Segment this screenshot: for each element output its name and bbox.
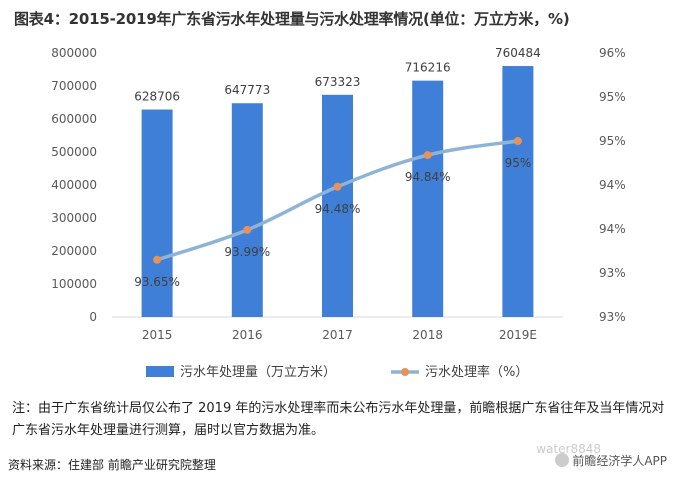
y-right-tick-label: 93% bbox=[599, 266, 626, 280]
bar-value-label: 628706 bbox=[134, 90, 180, 104]
legend-label-bar: 污水年处理量（万立方米） bbox=[180, 364, 336, 380]
y-left-tick-label: 200000 bbox=[51, 244, 97, 258]
y-right-tick-label: 93% bbox=[599, 310, 626, 324]
y-left-tick-label: 700000 bbox=[51, 79, 97, 93]
legend-swatch-bar bbox=[146, 366, 174, 377]
rate-point bbox=[153, 255, 162, 264]
y-left-tick-label: 800000 bbox=[51, 46, 97, 60]
y-right-tick-label: 95% bbox=[599, 90, 626, 104]
brand-label: 前瞻经济学人APP bbox=[572, 454, 667, 468]
y-right-tick-label: 96% bbox=[599, 46, 626, 60]
x-tick-label: 2018 bbox=[412, 328, 443, 342]
bar bbox=[412, 80, 444, 318]
y-right-tick-label: 94% bbox=[599, 222, 626, 236]
rate-value-label: 94.48% bbox=[315, 202, 361, 216]
combo-chart: 0 100000 200000 300000 400000 500000 600000 700… bbox=[51, 46, 626, 380]
y-left-tick-label: 100000 bbox=[51, 277, 97, 291]
bar bbox=[141, 109, 173, 317]
brand-watermark: 前瞻经济学人APP bbox=[555, 452, 667, 469]
bar-value-label: 716216 bbox=[405, 61, 451, 75]
bar-value-label: 673323 bbox=[315, 75, 361, 89]
rate-value-label: 95% bbox=[505, 156, 532, 170]
x-tick-label: 2017 bbox=[322, 328, 353, 342]
legend-label-line: 污水处理率（%） bbox=[425, 364, 528, 380]
y-left-tick-label: 400000 bbox=[51, 178, 97, 192]
x-tick-label: 2015 bbox=[142, 328, 173, 342]
watermark-text: water8848 bbox=[536, 442, 601, 456]
rate-point bbox=[513, 137, 522, 145]
y-left-tick-label: 600000 bbox=[51, 112, 97, 126]
y-right-tick-label: 94% bbox=[599, 178, 626, 192]
source-line: 资料来源：住建部 前瞻产业研究院整理 bbox=[8, 458, 216, 472]
legend-swatch-marker bbox=[401, 368, 409, 376]
bar bbox=[231, 103, 263, 317]
rate-point bbox=[243, 225, 252, 234]
rate-value-label: 94.84% bbox=[405, 170, 451, 184]
x-tick-label: 2016 bbox=[232, 328, 263, 342]
bar bbox=[502, 66, 534, 317]
bar-value-label: 647773 bbox=[224, 83, 270, 97]
y-left-tick-label: 300000 bbox=[51, 211, 97, 225]
y-right-tick-label: 95% bbox=[599, 134, 626, 148]
rate-point bbox=[333, 182, 342, 191]
x-tick-label: 2019E bbox=[499, 328, 537, 342]
bar bbox=[322, 94, 353, 318]
chart-title: 图表4：2015-2019年广东省污水年处理量与污水处理率情况(单位：万立方米，… bbox=[14, 10, 570, 28]
y-left-tick-label: 0 bbox=[89, 310, 97, 324]
brand-icon bbox=[555, 453, 570, 467]
rate-value-label: 93.65% bbox=[134, 275, 180, 289]
rate-value-label: 93.99% bbox=[224, 245, 270, 259]
y-left-tick-label: 500000 bbox=[51, 145, 97, 159]
rate-point bbox=[423, 151, 432, 160]
bar-value-label: 760484 bbox=[495, 46, 541, 60]
footnote: 注：由于广东省统计局仅公布了 2019 年的污水处理率而未公布污水年处理量，前瞻… bbox=[12, 401, 665, 438]
